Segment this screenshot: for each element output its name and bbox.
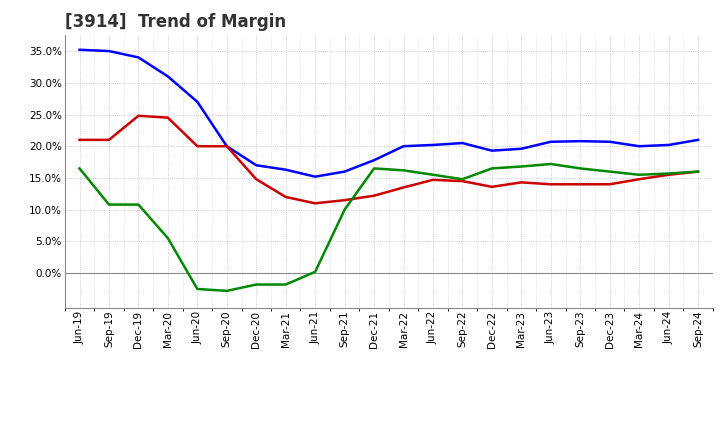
- Ordinary Income: [341, 169, 349, 174]
- Ordinary Income: [222, 143, 231, 149]
- Operating Cashflow: [222, 288, 231, 293]
- Ordinary Income: [576, 139, 585, 144]
- Net Income: [458, 179, 467, 184]
- Operating Cashflow: [163, 235, 172, 241]
- Operating Cashflow: [75, 166, 84, 171]
- Net Income: [635, 176, 644, 182]
- Ordinary Income: [665, 142, 673, 147]
- Net Income: [222, 143, 231, 149]
- Ordinary Income: [458, 140, 467, 146]
- Operating Cashflow: [104, 202, 113, 207]
- Operating Cashflow: [606, 169, 614, 174]
- Ordinary Income: [163, 74, 172, 79]
- Net Income: [428, 177, 437, 183]
- Net Income: [487, 184, 496, 190]
- Net Income: [606, 182, 614, 187]
- Operating Cashflow: [399, 168, 408, 173]
- Net Income: [370, 193, 379, 198]
- Line: Operating Cashflow: Operating Cashflow: [79, 164, 698, 291]
- Ordinary Income: [75, 47, 84, 52]
- Operating Cashflow: [487, 166, 496, 171]
- Net Income: [104, 137, 113, 143]
- Operating Cashflow: [517, 164, 526, 169]
- Ordinary Income: [370, 158, 379, 163]
- Ordinary Income: [193, 99, 202, 104]
- Ordinary Income: [517, 146, 526, 151]
- Operating Cashflow: [341, 207, 349, 213]
- Net Income: [694, 169, 703, 174]
- Ordinary Income: [635, 143, 644, 149]
- Text: [3914]  Trend of Margin: [3914] Trend of Margin: [65, 13, 286, 31]
- Line: Ordinary Income: Ordinary Income: [79, 50, 698, 177]
- Net Income: [134, 113, 143, 118]
- Net Income: [193, 143, 202, 149]
- Net Income: [576, 182, 585, 187]
- Operating Cashflow: [311, 269, 320, 275]
- Operating Cashflow: [694, 169, 703, 174]
- Operating Cashflow: [428, 172, 437, 177]
- Ordinary Income: [546, 139, 555, 144]
- Ordinary Income: [694, 137, 703, 143]
- Operating Cashflow: [635, 172, 644, 177]
- Ordinary Income: [282, 167, 290, 172]
- Net Income: [517, 180, 526, 185]
- Ordinary Income: [487, 148, 496, 153]
- Net Income: [282, 194, 290, 200]
- Operating Cashflow: [252, 282, 261, 287]
- Operating Cashflow: [193, 286, 202, 292]
- Operating Cashflow: [282, 282, 290, 287]
- Ordinary Income: [134, 55, 143, 60]
- Net Income: [341, 198, 349, 203]
- Operating Cashflow: [576, 166, 585, 171]
- Operating Cashflow: [665, 171, 673, 176]
- Net Income: [546, 182, 555, 187]
- Operating Cashflow: [134, 202, 143, 207]
- Line: Net Income: Net Income: [79, 116, 698, 203]
- Ordinary Income: [399, 143, 408, 149]
- Net Income: [163, 115, 172, 120]
- Operating Cashflow: [458, 176, 467, 182]
- Operating Cashflow: [546, 161, 555, 167]
- Net Income: [252, 176, 261, 182]
- Net Income: [311, 201, 320, 206]
- Net Income: [665, 172, 673, 177]
- Ordinary Income: [311, 174, 320, 180]
- Ordinary Income: [252, 163, 261, 168]
- Operating Cashflow: [370, 166, 379, 171]
- Ordinary Income: [104, 48, 113, 54]
- Ordinary Income: [606, 139, 614, 144]
- Net Income: [399, 185, 408, 190]
- Net Income: [75, 137, 84, 143]
- Ordinary Income: [428, 142, 437, 147]
